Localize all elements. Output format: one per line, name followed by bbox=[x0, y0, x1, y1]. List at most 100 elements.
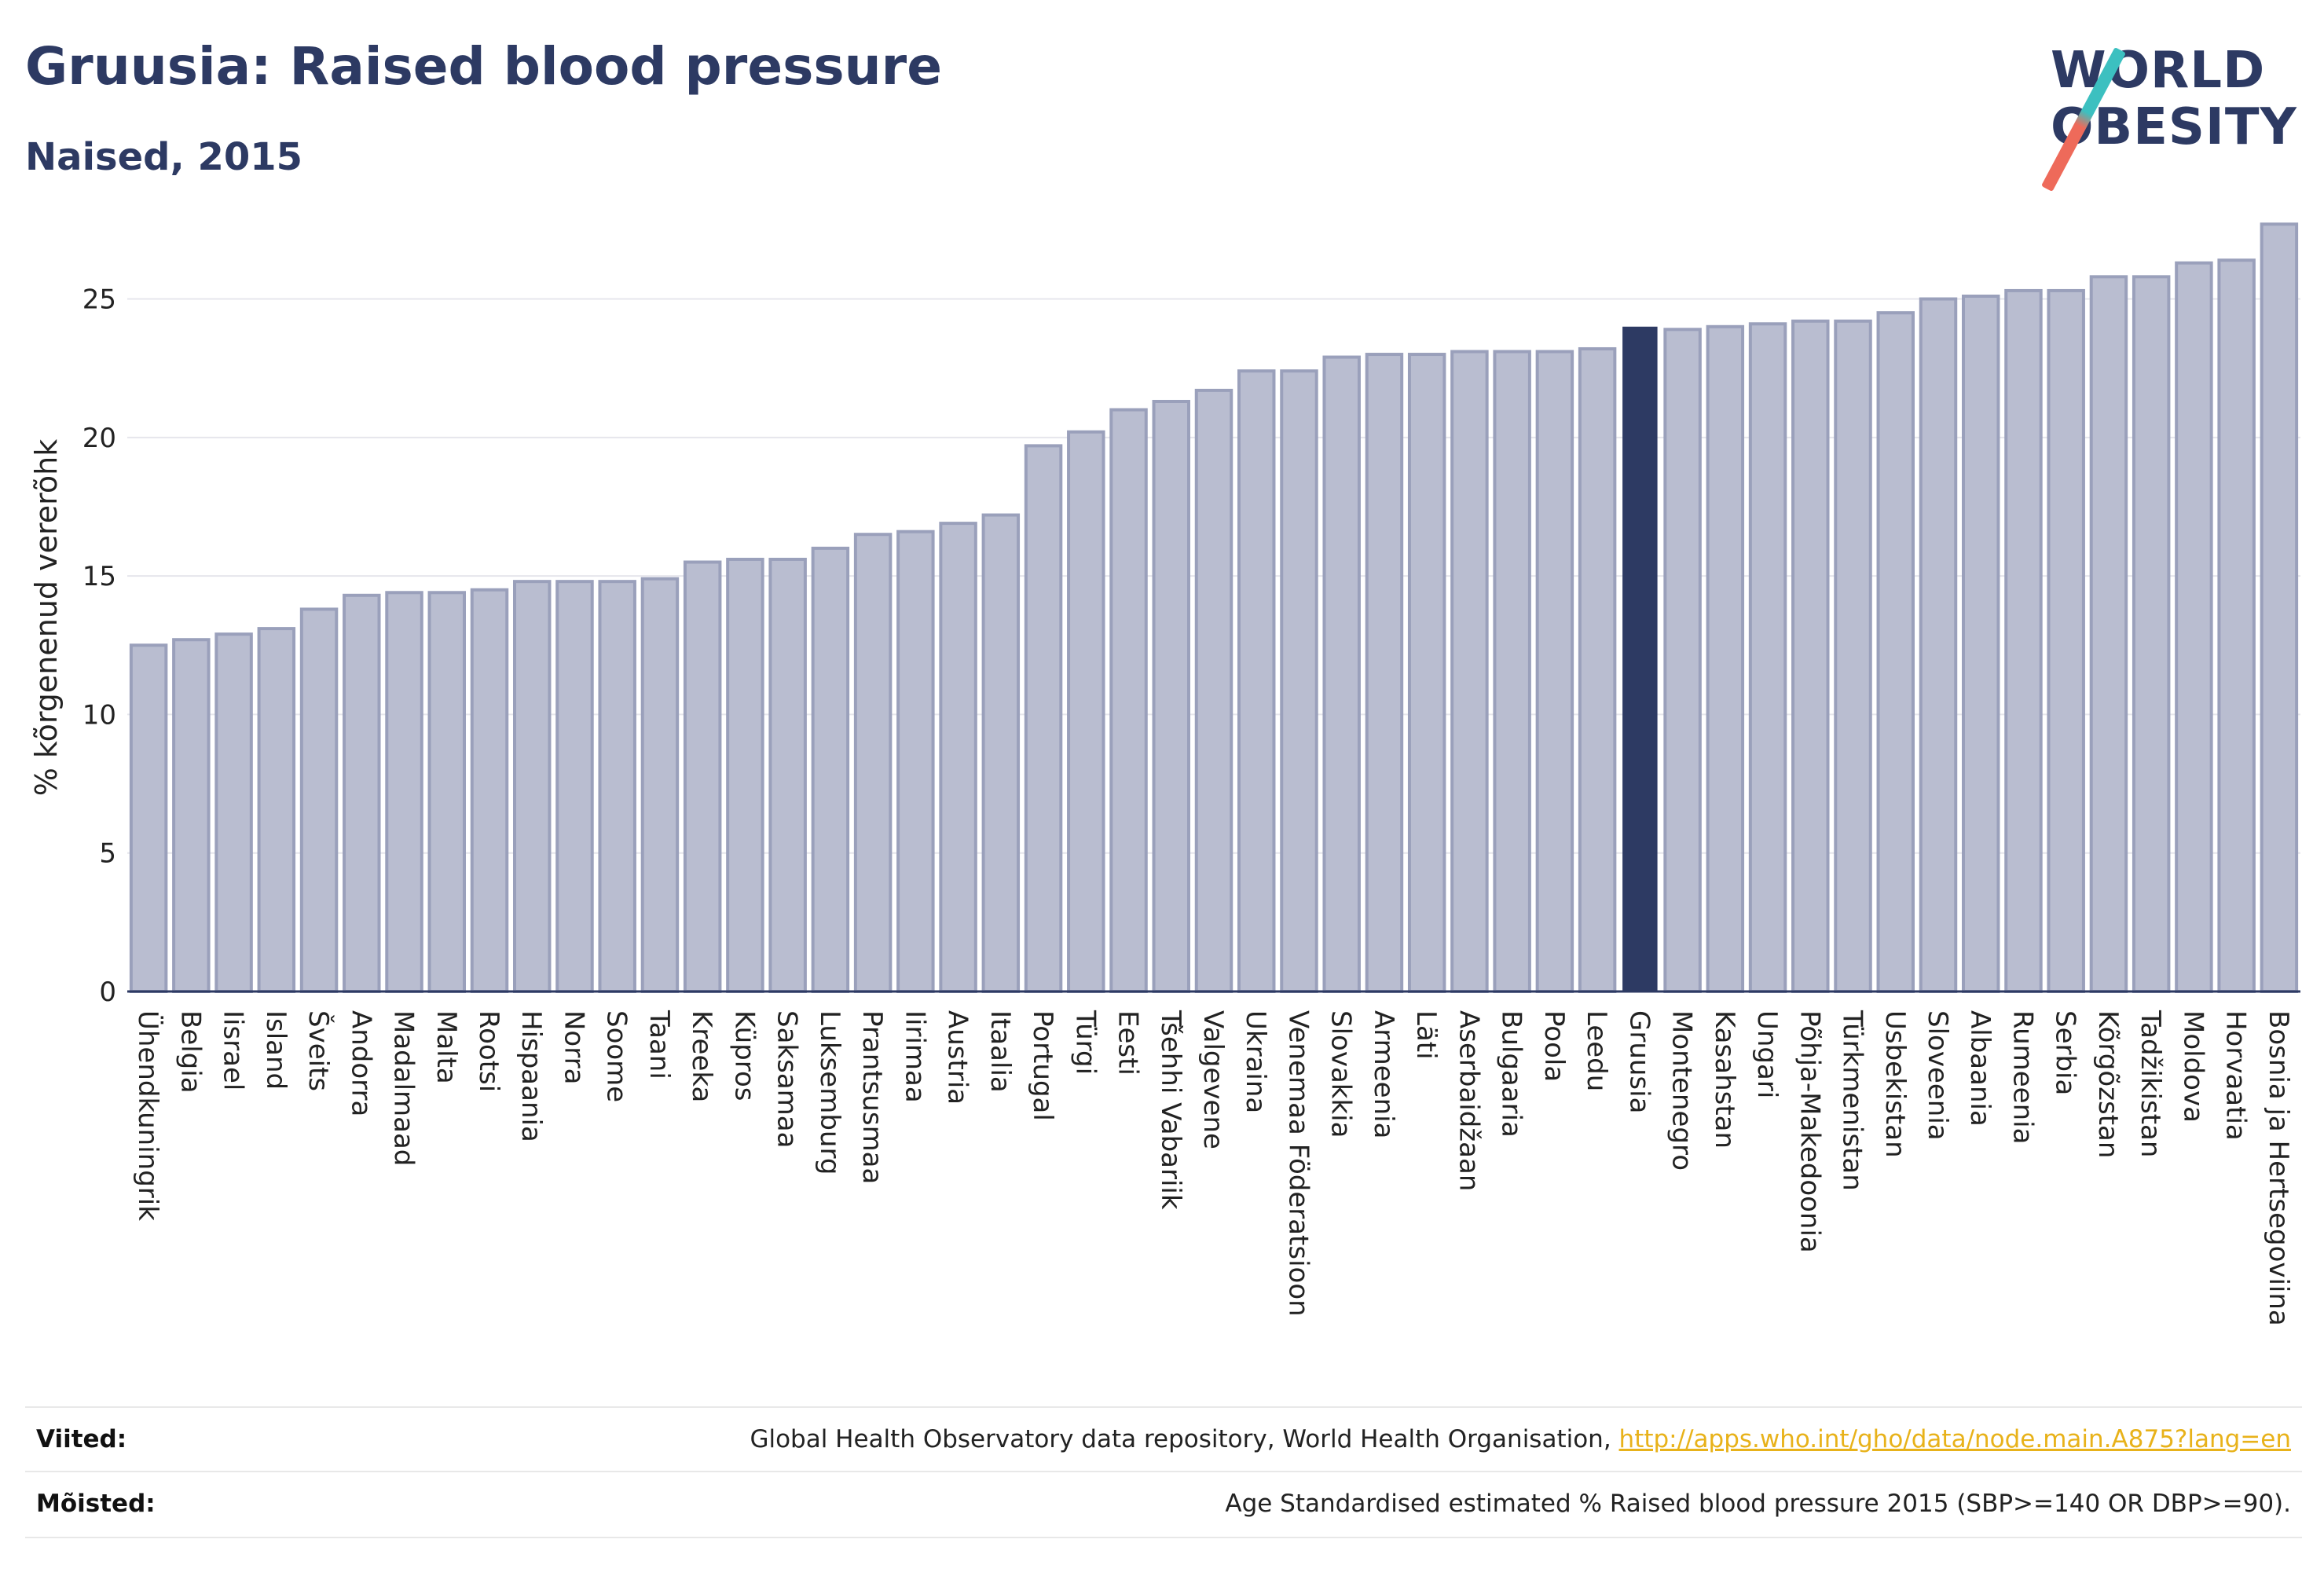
bar bbox=[2260, 222, 2299, 993]
bar bbox=[939, 522, 977, 993]
bar bbox=[1791, 319, 1830, 993]
x-tick-label: Iirimaa bbox=[899, 1010, 930, 1103]
y-axis-label: % kõrgenenud vererõhk bbox=[29, 439, 64, 797]
y-tick-label: 0 bbox=[99, 977, 116, 1008]
x-tick-label: Tšehhi Vabariik bbox=[1155, 1010, 1186, 1210]
x-tick-label: Andorra bbox=[345, 1010, 376, 1116]
y-tick-label: 20 bbox=[82, 423, 116, 454]
x-tick-label: Ukraina bbox=[1240, 1010, 1271, 1113]
x-tick-label: Bosnia ja Hertsegoviina bbox=[2263, 1010, 2294, 1326]
bar bbox=[1748, 322, 1787, 994]
bar bbox=[214, 632, 253, 994]
x-tick-label: Rumeenia bbox=[2007, 1010, 2038, 1144]
x-tick-label: Venemaa Föderatsioon bbox=[1282, 1010, 1314, 1317]
y-tick-label: 15 bbox=[82, 561, 116, 592]
x-tick-label: Küpros bbox=[728, 1010, 760, 1101]
bar bbox=[2132, 275, 2171, 993]
definitions-row: Mõisted: Age Standardised estimated % Ra… bbox=[25, 1471, 2302, 1538]
x-tick-label: Valgevene bbox=[1197, 1010, 1229, 1149]
references-text: Global Health Observatory data repositor… bbox=[750, 1425, 1611, 1453]
bar bbox=[512, 580, 552, 993]
chart-subtitle: Naised, 2015 bbox=[25, 135, 303, 179]
bar bbox=[257, 627, 296, 993]
bar bbox=[2089, 275, 2128, 993]
bar bbox=[1535, 350, 1574, 993]
bar bbox=[1961, 294, 2000, 993]
x-tick-label: Madalmaad bbox=[388, 1010, 420, 1166]
bar bbox=[2047, 288, 2085, 993]
x-tick-label: Armeenia bbox=[1368, 1010, 1399, 1138]
references-row: Viited: Global Health Observatory data r… bbox=[25, 1406, 2302, 1472]
bar bbox=[1365, 353, 1404, 993]
x-tick-label: Belgia bbox=[174, 1010, 206, 1094]
x-tick-label: Soome bbox=[601, 1010, 632, 1102]
x-tick-label: Šveits bbox=[302, 1010, 335, 1091]
bar bbox=[981, 513, 1021, 993]
bar bbox=[129, 643, 168, 994]
bar bbox=[1622, 326, 1658, 991]
x-tick-label: Serbia bbox=[2050, 1010, 2081, 1095]
x-tick-label: Ühendkuningrik bbox=[132, 1010, 164, 1221]
x-tick-label: Bulgaaria bbox=[1496, 1010, 1527, 1138]
bar bbox=[1876, 311, 1915, 994]
x-tick-label: Horvaatia bbox=[2220, 1010, 2252, 1141]
bar bbox=[2217, 258, 2256, 993]
definitions-label: Mõisted: bbox=[36, 1490, 156, 1518]
bar bbox=[598, 580, 636, 993]
x-tick-label: Hispaania bbox=[515, 1010, 547, 1142]
x-tick-label: Ungari bbox=[1751, 1010, 1783, 1098]
world-obesity-logo: WORLD OBESITY bbox=[2040, 38, 2302, 192]
bar bbox=[640, 577, 680, 993]
bar bbox=[299, 607, 339, 994]
bar bbox=[726, 557, 764, 993]
x-tick-label: Usbekistan bbox=[1879, 1010, 1911, 1158]
x-tick-label: Iisrael bbox=[218, 1010, 249, 1090]
x-tick-label: Austria bbox=[942, 1010, 973, 1105]
bar bbox=[1322, 355, 1361, 993]
bar bbox=[1450, 350, 1489, 993]
bar bbox=[2175, 261, 2213, 994]
x-tick-label: Montenegro bbox=[1666, 1010, 1698, 1171]
bar bbox=[1152, 399, 1191, 993]
x-tick-label: Eesti bbox=[1113, 1010, 1144, 1076]
x-tick-label: Norra bbox=[558, 1010, 589, 1084]
x-tick-label: Poola bbox=[1538, 1010, 1570, 1082]
bar bbox=[1109, 408, 1148, 993]
references-value: Global Health Observatory data repositor… bbox=[750, 1425, 2291, 1453]
bar bbox=[385, 591, 423, 993]
bar bbox=[683, 560, 722, 993]
x-tick-label: Itaalia bbox=[984, 1010, 1016, 1093]
y-tick-label: 10 bbox=[82, 699, 116, 731]
bar bbox=[1237, 369, 1276, 994]
x-tick-label: Slovakkia bbox=[1325, 1010, 1357, 1138]
references-label: Viited: bbox=[36, 1425, 127, 1453]
x-tick-label: Moldova bbox=[2177, 1010, 2209, 1123]
x-tick-label: Prantsusmaa bbox=[856, 1010, 888, 1184]
x-tick-label: Sloveenia bbox=[1922, 1010, 1953, 1141]
x-tick-label: Läti bbox=[1410, 1010, 1442, 1060]
x-tick-label: Island bbox=[260, 1010, 291, 1090]
bar bbox=[470, 588, 509, 993]
references-link[interactable]: http://apps.who.int/gho/data/node.main.A… bbox=[1618, 1425, 2291, 1453]
x-tick-label: Malta bbox=[431, 1010, 462, 1084]
x-tick-label: Albaania bbox=[1964, 1010, 1996, 1127]
bar bbox=[896, 530, 935, 993]
bar bbox=[1407, 353, 1446, 993]
bar bbox=[811, 546, 850, 993]
bar bbox=[1024, 444, 1063, 993]
bar bbox=[1493, 350, 1531, 993]
y-tick-label: 5 bbox=[99, 838, 116, 870]
bar bbox=[853, 533, 893, 993]
x-tick-label: Põhja-Makedoonia bbox=[1794, 1010, 1825, 1253]
x-tick-label: Aserbaidžaan bbox=[1453, 1010, 1484, 1191]
x-tick-label: Luksemburg bbox=[814, 1010, 845, 1175]
chart-title: Gruusia: Raised blood pressure bbox=[25, 36, 942, 97]
x-tick-label: Türkmenistan bbox=[1837, 1010, 1868, 1191]
bar bbox=[172, 638, 211, 993]
bar bbox=[1834, 319, 1872, 993]
x-tick-label: Tadžikistan bbox=[2135, 1010, 2166, 1157]
x-tick-label: Kreeka bbox=[686, 1010, 717, 1102]
bar-chart: 0 5 10 15 20 25 % kõrgenenud vererõhk Ühendkuni… bbox=[29, 222, 2300, 1326]
x-tick-label: Saksamaa bbox=[772, 1010, 803, 1148]
bar bbox=[1663, 328, 1702, 993]
